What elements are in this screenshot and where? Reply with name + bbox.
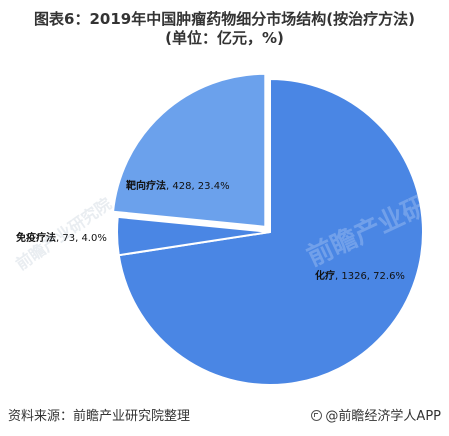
- slice-label-category: 靶向疗法: [126, 179, 166, 192]
- pie-slices: [111, 72, 424, 386]
- slice-label-1: 免疫疗法, 73, 4.0%: [16, 231, 107, 244]
- slice-label-category: 化疗: [315, 269, 335, 282]
- slice-label-value: , 73, 4.0%: [56, 233, 107, 244]
- chart-title: 图表6：2019年中国肿瘤药物细分市场结构(按治疗方法) (单位：亿元，%): [0, 10, 449, 48]
- pie-labels: 化疗, 1326, 72.6% 免疫疗法, 73, 4.0% 靶向疗法, 428, …: [16, 179, 405, 282]
- chart-title-line1: 图表6：2019年中国肿瘤药物细分市场结构(按治疗方法): [34, 10, 415, 28]
- pie-slice-2: [111, 72, 267, 228]
- slice-label-2: 靶向疗法, 428, 23.4%: [126, 179, 230, 192]
- brand-credit-text: @前瞻经济学人APP: [325, 409, 441, 424]
- slice-label-0: 化疗, 1326, 72.6%: [315, 269, 405, 282]
- pie-slice-0: [117, 77, 424, 386]
- slice-label-category: 免疫疗法: [16, 231, 56, 244]
- slice-label-value: , 428, 23.4%: [166, 181, 230, 192]
- brand-credit: @前瞻经济学人APP: [311, 405, 441, 424]
- pie-slice-1: [116, 215, 271, 257]
- qianzhan-logo-icon: [311, 410, 323, 421]
- slice-label-value: , 1326, 72.6%: [335, 271, 405, 282]
- chart-title-line2: (单位：亿元，%): [165, 29, 284, 47]
- source-note: 资料来源：前瞻产业研究院整理: [8, 409, 191, 424]
